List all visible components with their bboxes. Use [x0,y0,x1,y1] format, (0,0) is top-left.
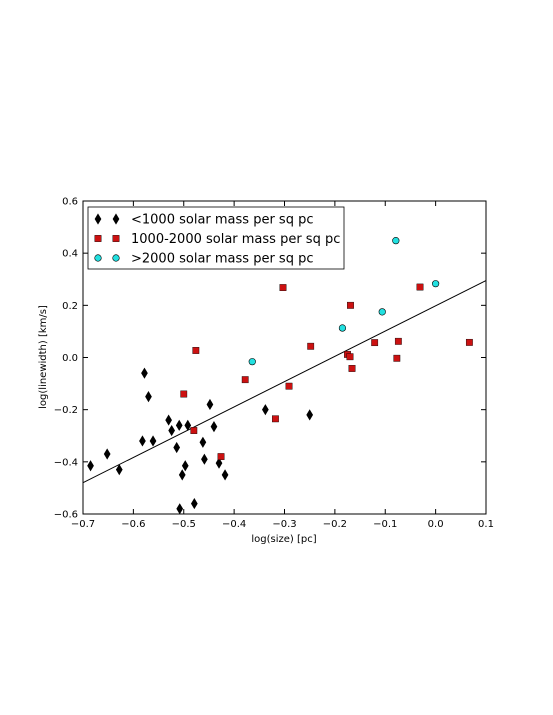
data-point-s0-p23 [306,409,314,421]
data-point-s0-p22 [262,404,269,416]
legend-marker-b-1 [112,235,120,242]
data-point-s0-p15 [190,497,198,510]
data-point-s0-p8 [168,424,176,437]
data-point-s0-p18 [206,398,214,411]
data-point-s1-p1 [190,427,198,434]
x-tick-label: −0.1 [373,519,397,530]
x-tick-label: −0.4 [222,519,246,530]
data-point-s1-p12 [348,365,356,372]
x-tick-label: −0.6 [121,519,145,530]
y-tick-label: 0.6 [62,197,78,208]
legend-marker-a-1 [94,235,102,242]
data-point-s0-p2 [115,464,123,476]
legend: <1000 solar mass per sq pc 1000-2000 sola… [87,206,345,270]
legend-marker-b-2 [112,254,120,262]
data-point-s0-p6 [149,435,157,447]
data-point-s1-p15 [394,337,402,345]
legend-marker-a-2 [94,254,102,262]
x-tick-label: 0.1 [478,519,494,530]
data-point-s1-p7 [285,382,293,390]
legend-label-0: <1000 solar mass per sq pc [131,213,313,228]
data-point-s2-p3 [392,237,400,245]
data-point-s0-p10 [175,419,183,431]
x-tick-label: 0.0 [428,519,444,530]
data-point-s0-p21 [221,469,229,481]
y-tick-label: −0.6 [54,510,78,521]
y-axis: −0.6 −0.4 −0.2 0.0 0.2 0.4 0.6 [54,197,486,521]
fit-line-layer [82,280,487,484]
y-tick-label: 0.4 [62,249,78,260]
data-point-s0-p5 [145,391,152,403]
data-point-s1-p14 [393,354,401,362]
data-point-s1-p8 [307,342,315,350]
y-tick-label: −0.4 [54,457,78,468]
legend-label-2: >2000 solar mass per sq pc [131,252,313,267]
x-tick-label: −0.5 [172,519,196,530]
data-point-s0-p12 [178,469,186,481]
y-axis-label: log(linewidth) [km/s] [38,305,49,409]
data-point-s0-p13 [181,460,189,472]
data-points-layer [87,237,473,515]
data-point-s0-p20 [215,457,223,469]
data-point-s1-p16 [416,283,424,291]
data-point-s0-p7 [165,414,172,426]
data-point-s1-p6 [279,284,287,291]
data-point-s0-p0 [87,460,94,472]
data-point-s2-p4 [432,280,440,288]
data-point-s2-p1 [338,324,347,332]
data-point-s2-p0 [248,358,256,366]
legend-label-1: 1000-2000 solar mass per sq pc [131,232,340,247]
data-point-s1-p11 [347,301,354,309]
x-axis: −0.7 −0.6 −0.5 −0.4 −0.3 −0.2 −0.1 0.0 0.1 [71,201,494,530]
legend-box [87,206,345,270]
y-tick-label: 0.2 [62,301,78,312]
x-tick-label: −0.3 [272,519,296,530]
data-point-s1-p17 [465,338,473,346]
data-point-s0-p14 [184,419,192,431]
fit-line [82,280,487,484]
legend-marker-b-0 [112,213,120,225]
data-point-s0-p9 [173,441,181,454]
data-point-s0-p17 [201,453,208,465]
x-axis-label: log(size) [pc] [251,534,316,545]
data-point-s2-p2 [378,308,386,316]
data-point-s1-p4 [241,376,249,384]
x-tick-label: −0.7 [71,519,95,530]
legend-entries: <1000 solar mass per sq pc 1000-2000 sola… [94,213,340,267]
data-point-s1-p2 [192,347,200,354]
data-point-s1-p10 [346,353,354,361]
legend-marker-a-0 [94,213,102,225]
data-point-s0-p1 [103,448,111,460]
data-point-s1-p3 [217,453,225,461]
data-point-s1-p5 [272,415,279,423]
data-point-s0-p3 [139,435,146,447]
data-point-s0-p4 [141,367,148,379]
data-point-s0-p16 [199,436,207,448]
data-point-s1-p13 [371,339,379,347]
data-point-s1-p0 [180,390,188,398]
y-tick-label: −0.2 [54,405,78,416]
y-tick-label: 0.0 [62,353,78,364]
data-point-s0-p19 [210,421,218,433]
x-tick-label: −0.2 [323,519,347,530]
